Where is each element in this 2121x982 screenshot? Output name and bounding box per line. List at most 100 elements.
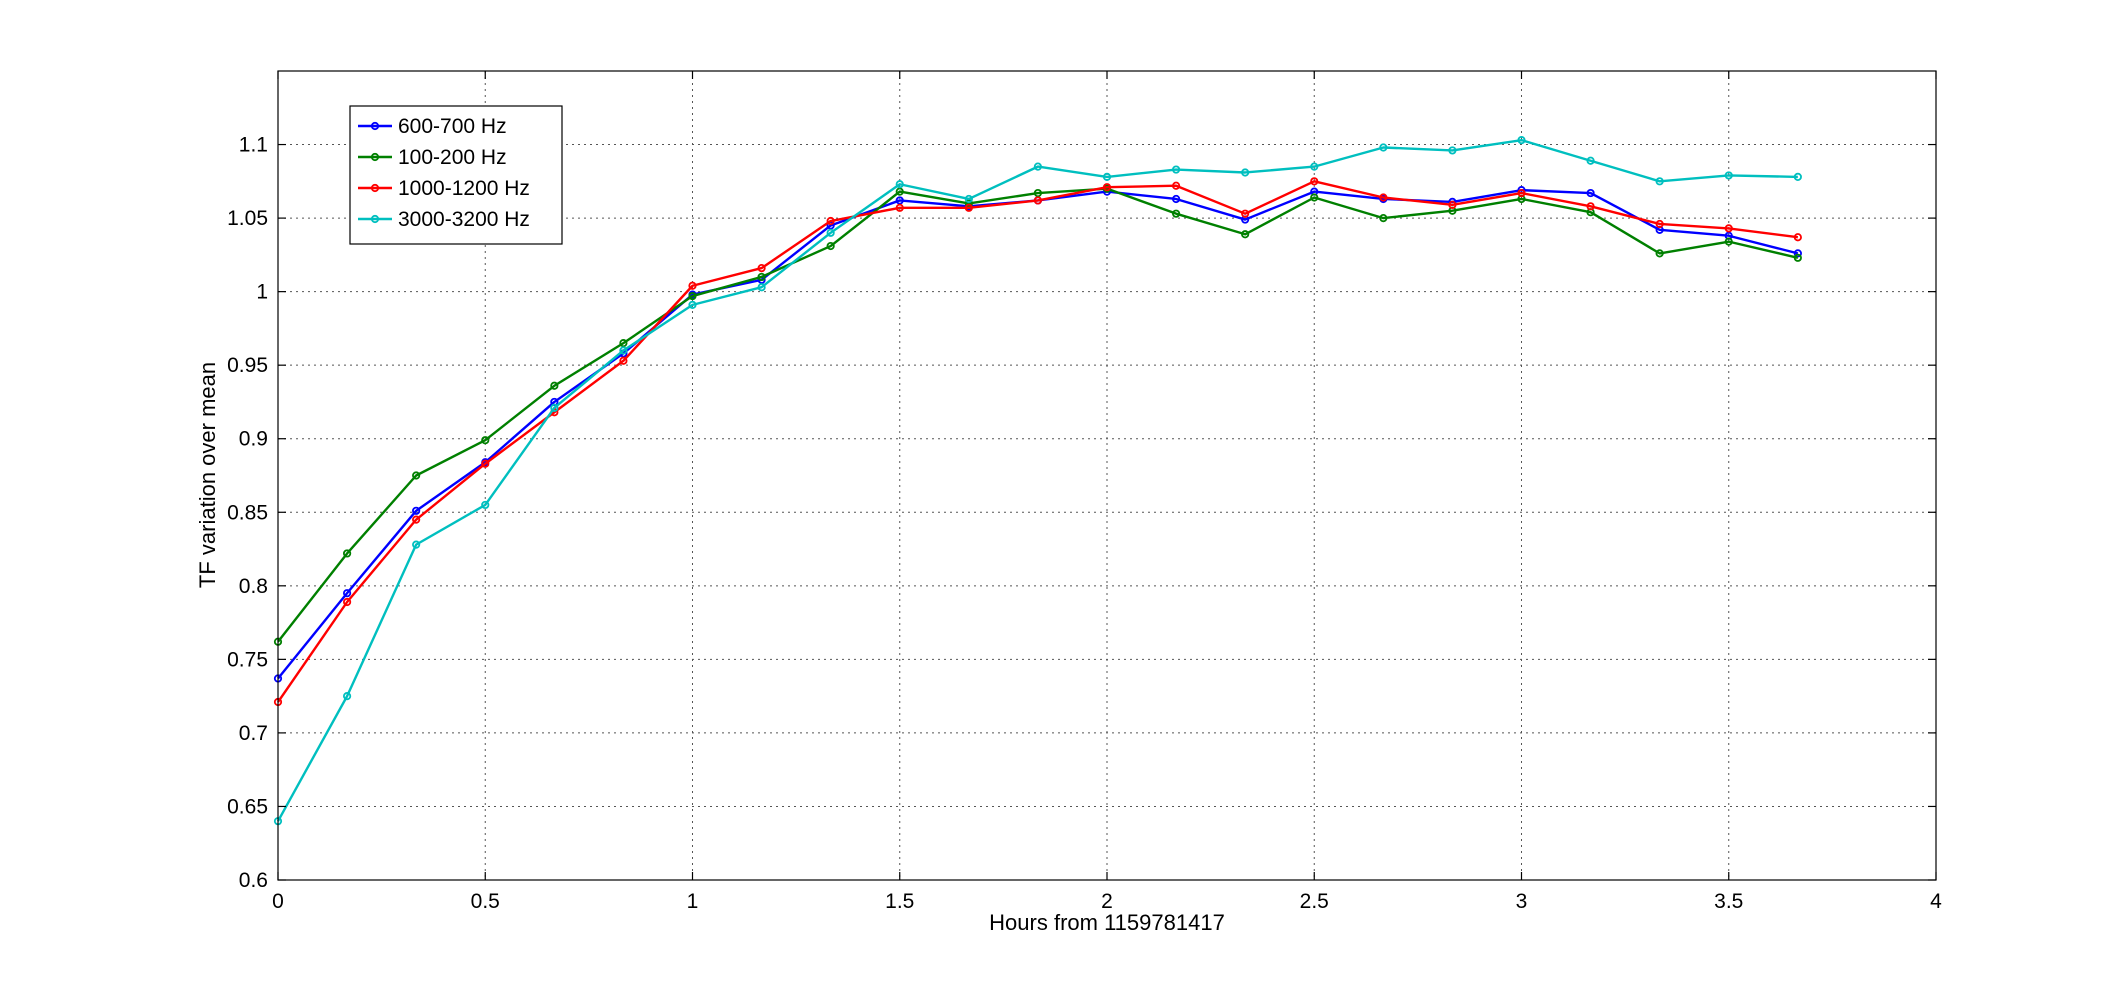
data-point [412,471,421,480]
x-tick-label: 3.5 [1714,890,1743,913]
data-point [1171,209,1181,218]
legend-label: 3000-3200 Hz [398,208,530,231]
series-1000-1200-hz [273,177,1802,707]
data-point [1724,224,1733,233]
x-tick-label: 0 [272,890,284,913]
data-point [1655,219,1664,229]
data-point [964,199,973,208]
data-point [1724,237,1733,246]
data-point [1310,193,1319,202]
data-point [1448,146,1457,155]
legend-swatch-marker [370,152,380,162]
data-point [1517,188,1526,198]
data-point [1793,253,1802,262]
legend-item: 100-200 Hz [358,146,507,169]
x-tick-label: 2.5 [1300,890,1329,913]
data-point [342,597,352,607]
y-tick-label: 0.8 [239,575,268,598]
y-tick-label: 0.95 [227,354,268,377]
data-point [964,194,973,204]
y-tick-label: 0.65 [227,795,268,818]
x-tick-label: 1.5 [885,890,914,913]
data-point [1655,249,1664,258]
legend-items: 600-700 Hz 100-200 Hz 1000-1200 Hz 3000-320… [358,115,530,231]
grid-lines [278,71,1936,880]
legend-label: 600-700 Hz [398,115,507,138]
data-point [1310,177,1319,186]
data-point [1241,168,1250,177]
data-point [481,459,490,468]
data-point [826,241,835,251]
legend-item: 3000-3200 Hz [358,208,530,231]
data-point [964,203,973,212]
series-line [277,187,1799,643]
data-point [1379,213,1388,223]
data-point [1517,136,1526,145]
data-point [1793,233,1802,242]
data-point [1310,162,1319,171]
legend-box [349,105,563,245]
data-point [826,228,835,237]
series-100-200-hz [273,184,1802,646]
y-tick-labels: 0.6 0.65 0.7 0.75 0.8 0.85 0.9 0.95 1 1.05 1.1 [227,134,268,892]
legend-label: 100-200 Hz [398,146,507,169]
y-tick-label: 0.9 [239,428,268,451]
data-point [1586,202,1595,211]
data-point [826,216,835,226]
y-tick-label: 1.05 [227,207,268,230]
data-point [481,500,490,510]
series-layer [273,136,1802,826]
data-point [895,203,904,212]
data-point [619,339,628,348]
data-point [342,692,352,701]
data-point [688,281,697,290]
data-point [895,180,904,189]
data-point [1448,200,1457,209]
data-point [1655,177,1664,186]
axis-ticks [277,71,1937,881]
series-line [276,138,1798,822]
data-point [1171,165,1181,174]
data-point [1171,181,1181,190]
y-tick-label: 1.1 [239,134,268,157]
x-tick-label: 3 [1516,890,1528,913]
data-point [757,272,766,282]
data-point [688,300,697,309]
data-point [412,540,421,549]
x-tick-labels: 0 0.5 1 1.5 2 2.5 3 3.5 4 [272,890,1942,913]
x-tick-label: 0.5 [471,890,500,913]
data-point [550,381,559,390]
data-point [481,436,490,445]
legend-swatch-marker [370,121,380,131]
y-tick-label: 0.85 [227,501,268,524]
legend: 600-700 Hz 100-200 Hz 1000-1200 Hz 3000-320… [349,105,563,245]
data-point [550,403,559,412]
x-tick-label: 4 [1930,890,1942,913]
x-axis-label: Hours from 1159781417 [989,910,1225,935]
y-tick-label: 0.7 [239,722,268,745]
legend-swatch-marker [370,214,380,224]
data-point [619,356,628,365]
data-point [1793,172,1802,182]
data-point [1102,183,1112,192]
data-point [757,264,766,273]
series-3000-3200-hz [273,136,1802,826]
data-point [1241,209,1250,218]
data-point [412,506,421,515]
legend-item: 600-700 Hz [358,115,507,138]
data-point [1724,171,1733,180]
data-point [895,187,904,196]
data-point [1379,143,1388,152]
series-line [277,180,1799,703]
y-axis-label: TF variation over mean [195,362,220,588]
y-tick-label: 1 [256,281,268,304]
x-tick-label: 2 [1101,890,1113,913]
data-point [1171,194,1181,204]
legend-swatch-marker [370,183,380,193]
data-point [1586,156,1595,165]
data-point [1241,230,1250,239]
data-point [1102,172,1112,182]
data-point [412,515,421,524]
data-point [342,549,352,558]
